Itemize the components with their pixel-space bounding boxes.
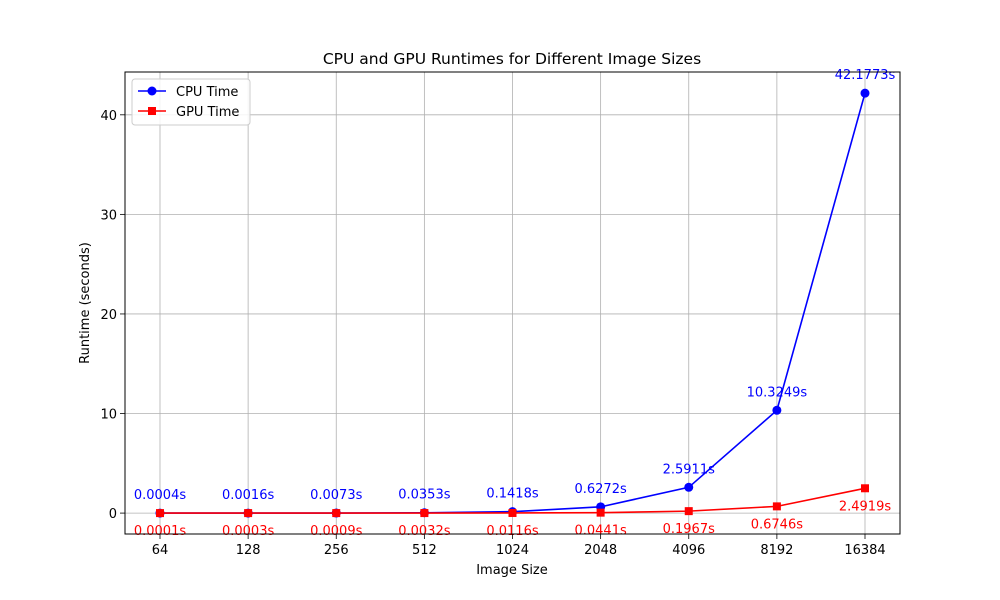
cpu-time-data-label: 10.3249s [747,385,808,400]
cpu-time-data-label: 0.0016s [222,488,274,503]
legend-gpu-time-label: GPU Time [176,105,239,120]
cpu-time-data-label: 0.0004s [134,488,186,503]
gpu-time-point [420,509,429,518]
y-tick-label: 40 [100,109,117,124]
grid-lines [125,72,900,534]
cpu-time-data-label: 0.6272s [574,482,626,497]
gpu-time-point [772,502,781,511]
cpu-time-point [772,405,782,415]
gpu-time-data-label: 0.6746s [751,517,803,532]
x-tick-label: 16384 [844,543,885,558]
data-labels: 0.0004s 0.0016s 0.0073s 0.0353s 0.1418s 0.627… [134,68,896,539]
chart-title: CPU and GPU Runtimes for Different Image… [323,50,701,68]
cpu-time-data-label: 42.1773s [835,68,896,83]
gpu-time-point [156,509,164,518]
x-tick-label: 512 [412,543,437,558]
legend-cpu-time-marker [147,86,157,96]
gpu-time-point [596,508,605,517]
series-layer [155,88,870,518]
gpu-time-data-label: 0.0001s [134,524,186,539]
y-tick-label: 30 [100,208,117,223]
cpu-time-point [860,88,870,98]
legend: CPU Time GPU Time [131,78,251,126]
y-tick-label: 10 [100,408,117,423]
gpu-time-point [861,484,869,493]
x-tick-label: 8192 [760,543,793,558]
x-tick-label: 256 [324,543,349,558]
axis-ticks: 64 128 256 512 1024 2048 4096 8192 16384 0 10 20 30 4… [100,109,885,558]
gpu-time-point [244,509,253,518]
y-tick-label: 20 [100,308,117,323]
gpu-time-data-label: 2.4919s [839,499,891,514]
x-tick-label: 64 [152,543,169,558]
gpu-time-data-label: 0.0009s [310,524,362,539]
cpu-time-point [684,482,694,492]
gpu-time-data-label: 0.0032s [398,524,450,539]
gpu-time-data-label: 0.0116s [486,524,538,539]
x-tick-label: 2048 [584,543,617,558]
cpu-time-data-label: 0.1418s [486,487,538,502]
gpu-time-data-label: 0.1967s [663,522,715,537]
y-axis-label: Runtime (seconds) [78,242,93,364]
legend-gpu-time-marker [148,107,156,115]
x-tick-label: 128 [236,543,261,558]
cpu-time-data-label: 2.5911s [663,462,715,477]
gpu-time-point [508,508,517,517]
gpu-time-data-label: 0.0441s [574,524,626,539]
x-tick-label: 1024 [496,543,529,558]
x-tick-label: 4096 [672,543,705,558]
legend-cpu-time-label: CPU Time [176,85,238,100]
gpu-time-data-label: 0.0003s [222,524,274,539]
x-axis-label: Image Size [476,563,548,578]
cpu-time-data-label: 0.0073s [310,488,362,503]
gpu-time-point [332,509,341,518]
gpu-time-point [684,507,693,516]
cpu-time-data-label: 0.0353s [398,488,450,503]
y-tick-label: 0 [109,507,117,522]
